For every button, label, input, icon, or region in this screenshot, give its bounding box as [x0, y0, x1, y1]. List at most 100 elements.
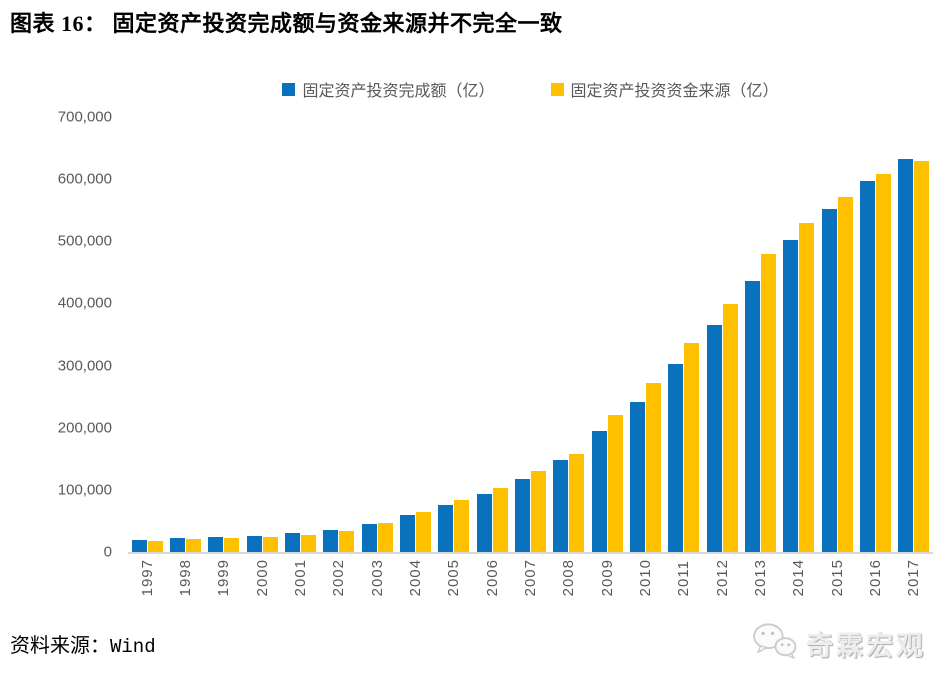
- x-tick-label: 2003: [368, 559, 386, 597]
- x-tick-cell: 2000: [243, 559, 281, 596]
- x-tick-label: 2005: [445, 559, 463, 597]
- bar-completed-2005: [438, 505, 454, 552]
- bar-funds-2002: [339, 530, 355, 552]
- bar-group-1997: [128, 117, 166, 552]
- bar-group-1998: [166, 117, 204, 552]
- x-tick-label: 2009: [598, 559, 616, 597]
- x-tick-cell: 2013: [741, 559, 779, 596]
- bar-funds-2017: [914, 161, 930, 552]
- bar-group-2009: [588, 117, 626, 552]
- publisher-watermark: 奇霖宏观: [752, 622, 926, 665]
- x-tick-label: 2016: [866, 559, 884, 597]
- bar-group-2012: [703, 117, 741, 552]
- bar-completed-2011: [668, 364, 684, 552]
- source-label: 资料来源：: [10, 635, 110, 657]
- bar-funds-2006: [492, 488, 508, 552]
- x-tick-cell: 2004: [396, 559, 434, 596]
- bars-container: [128, 117, 933, 552]
- bar-funds-2003: [377, 523, 393, 552]
- legend-swatch-completed-icon: [282, 82, 296, 96]
- x-tick-cell: 2007: [511, 559, 549, 596]
- x-tick-label: 2006: [483, 559, 501, 597]
- bar-completed-2008: [553, 459, 569, 552]
- bar-completed-1999: [208, 537, 224, 552]
- bar-completed-2015: [821, 209, 837, 552]
- bar-funds-2011: [684, 342, 700, 552]
- bar-completed-1998: [169, 538, 185, 552]
- bar-completed-2014: [783, 240, 799, 552]
- bar-completed-2006: [476, 494, 492, 552]
- bar-group-2010: [626, 117, 664, 552]
- x-tick-cell: 2012: [703, 559, 741, 596]
- bar-funds-2012: [722, 304, 738, 552]
- bar-group-2017: [895, 117, 933, 552]
- bar-funds-2001: [300, 534, 316, 552]
- x-tick-label: 2012: [713, 559, 731, 597]
- bar-funds-2007: [530, 470, 546, 552]
- x-tick-label: 1997: [138, 559, 156, 597]
- bar-completed-2004: [399, 515, 415, 552]
- bar-funds-2013: [760, 253, 776, 552]
- bar-funds-2009: [607, 415, 623, 552]
- bar-completed-2012: [706, 325, 722, 552]
- x-tick-label: 2002: [330, 559, 348, 597]
- legend-label-completed: 固定资产投资完成额（亿）: [302, 83, 495, 100]
- x-tick-label: 2017: [905, 559, 923, 597]
- x-tick-label: 2004: [406, 559, 424, 597]
- bar-group-2008: [550, 117, 588, 552]
- bar-completed-2000: [246, 535, 262, 552]
- legend-item-completed: 固定资产投资完成额（亿）: [282, 77, 495, 101]
- bar-funds-2015: [837, 196, 853, 552]
- x-tick-label: 2008: [560, 559, 578, 597]
- bar-completed-2013: [744, 280, 760, 552]
- source-note: 资料来源：Wind: [10, 629, 156, 658]
- chart-title: 图表 16： 固定资产投资完成额与资金来源并不完全一致: [10, 11, 563, 36]
- x-tick-label: 2010: [636, 559, 654, 597]
- bar-funds-2000: [262, 536, 278, 552]
- bar-group-2006: [473, 117, 511, 552]
- y-tick-label: 200,000: [57, 419, 112, 437]
- bar-funds-2005: [454, 500, 470, 552]
- x-tick-cell: 2011: [665, 559, 703, 596]
- bar-funds-2010: [645, 383, 661, 552]
- bar-completed-1997: [131, 540, 147, 552]
- x-tick-cell: 2002: [320, 559, 358, 596]
- y-tick-label: 500,000: [57, 232, 112, 250]
- x-tick-label: 2011: [675, 560, 693, 597]
- y-tick-label: 300,000: [57, 357, 112, 375]
- x-tick-label: 1999: [215, 559, 233, 597]
- bar-funds-2004: [415, 511, 431, 552]
- chart-legend: 固定资产投资完成额（亿） 固定资产投资资金来源（亿）: [128, 77, 933, 101]
- source-name: Wind: [110, 636, 156, 658]
- x-tick-label: 2007: [521, 559, 539, 597]
- legend-item-funds: 固定资产投资资金来源（亿）: [550, 77, 779, 101]
- x-tick-cell: 2017: [895, 559, 933, 596]
- bar-group-2007: [511, 117, 549, 552]
- bar-funds-1997: [147, 541, 163, 552]
- legend-label-funds: 固定资产投资资金来源（亿）: [570, 83, 779, 100]
- x-tick-label: 1998: [176, 559, 194, 597]
- x-tick-label: 2000: [253, 559, 271, 597]
- x-tick-cell: 2016: [856, 559, 894, 596]
- bar-funds-2016: [875, 174, 891, 552]
- y-tick-label: 0: [103, 543, 112, 561]
- bar-funds-1999: [224, 538, 240, 552]
- bar-funds-2008: [569, 453, 585, 552]
- plot-area: [128, 117, 933, 554]
- bar-group-1999: [205, 117, 243, 552]
- x-tick-cell: 1998: [166, 559, 204, 596]
- x-tick-cell: 2015: [818, 559, 856, 596]
- x-tick-cell: 2001: [281, 559, 319, 596]
- y-tick-label: 400,000: [57, 294, 112, 312]
- x-tick-cell: 1999: [205, 559, 243, 596]
- bar-completed-2007: [514, 479, 530, 552]
- bar-group-2002: [320, 117, 358, 552]
- x-tick-label: 2013: [751, 559, 769, 597]
- bar-completed-2009: [591, 431, 607, 552]
- x-tick-label: 2001: [291, 559, 309, 597]
- bar-completed-2017: [898, 159, 914, 552]
- x-tick-cell: 2014: [780, 559, 818, 596]
- bar-group-2016: [856, 117, 894, 552]
- bar-completed-2016: [859, 181, 875, 552]
- x-tick-cell: 2010: [626, 559, 664, 596]
